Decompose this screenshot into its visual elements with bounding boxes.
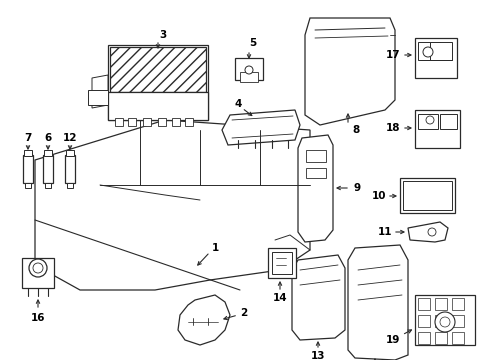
Bar	[434, 332, 446, 344]
Bar	[235, 58, 263, 80]
Bar	[417, 332, 429, 344]
Text: 4: 4	[234, 99, 241, 109]
Bar	[414, 38, 456, 78]
Text: 5: 5	[249, 38, 256, 48]
Bar	[184, 118, 193, 126]
Bar	[67, 183, 73, 188]
Polygon shape	[35, 120, 309, 290]
Circle shape	[434, 312, 454, 332]
Text: 8: 8	[352, 125, 359, 135]
Bar	[451, 298, 463, 310]
Bar	[24, 150, 32, 156]
Bar	[399, 178, 454, 213]
Bar	[45, 183, 51, 188]
Text: 12: 12	[62, 133, 77, 143]
Bar	[417, 114, 437, 129]
Text: 6: 6	[44, 133, 52, 143]
Bar	[417, 315, 429, 327]
Circle shape	[29, 259, 47, 277]
Bar	[172, 118, 180, 126]
Bar	[305, 168, 325, 178]
Bar	[25, 183, 31, 188]
Bar	[417, 42, 439, 60]
Bar	[414, 110, 459, 148]
Text: 10: 10	[371, 191, 386, 201]
Text: 17: 17	[385, 50, 400, 60]
Polygon shape	[92, 75, 108, 108]
Text: 13: 13	[310, 351, 325, 360]
Bar	[434, 298, 446, 310]
Circle shape	[244, 66, 252, 74]
Polygon shape	[291, 255, 345, 340]
Circle shape	[427, 228, 435, 236]
Polygon shape	[222, 110, 299, 145]
Circle shape	[425, 116, 433, 124]
Bar	[271, 252, 291, 274]
Bar	[128, 118, 136, 126]
Bar	[43, 155, 53, 183]
Text: 11: 11	[377, 227, 391, 237]
Bar	[158, 118, 165, 126]
Circle shape	[439, 317, 449, 327]
Bar	[305, 150, 325, 162]
Bar	[434, 315, 446, 327]
Polygon shape	[178, 295, 229, 345]
Bar	[429, 42, 451, 60]
Bar	[414, 295, 474, 345]
Bar	[417, 298, 429, 310]
Bar	[115, 118, 123, 126]
Bar	[108, 92, 207, 120]
Bar	[451, 332, 463, 344]
Circle shape	[33, 263, 43, 273]
Polygon shape	[347, 245, 407, 360]
Bar	[439, 114, 456, 129]
Circle shape	[422, 47, 432, 57]
Text: 19: 19	[385, 335, 399, 345]
Text: 14: 14	[272, 293, 287, 303]
Bar	[108, 45, 207, 120]
Bar	[240, 72, 258, 82]
Text: 9: 9	[353, 183, 360, 193]
Bar	[66, 150, 74, 156]
Bar	[65, 155, 75, 183]
Polygon shape	[407, 222, 447, 242]
Text: 3: 3	[159, 30, 166, 40]
Bar	[110, 47, 205, 92]
Text: 1: 1	[211, 243, 218, 253]
Text: 16: 16	[31, 313, 45, 323]
Text: 18: 18	[385, 123, 400, 133]
Bar	[267, 248, 295, 278]
Bar	[402, 181, 451, 210]
Bar	[44, 150, 52, 156]
Polygon shape	[305, 18, 394, 125]
Bar	[451, 315, 463, 327]
Bar	[142, 118, 151, 126]
Text: 7: 7	[24, 133, 32, 143]
Bar	[23, 155, 33, 183]
Text: 2: 2	[240, 308, 247, 318]
Polygon shape	[297, 135, 332, 242]
Bar	[22, 258, 54, 288]
Bar	[88, 90, 108, 105]
